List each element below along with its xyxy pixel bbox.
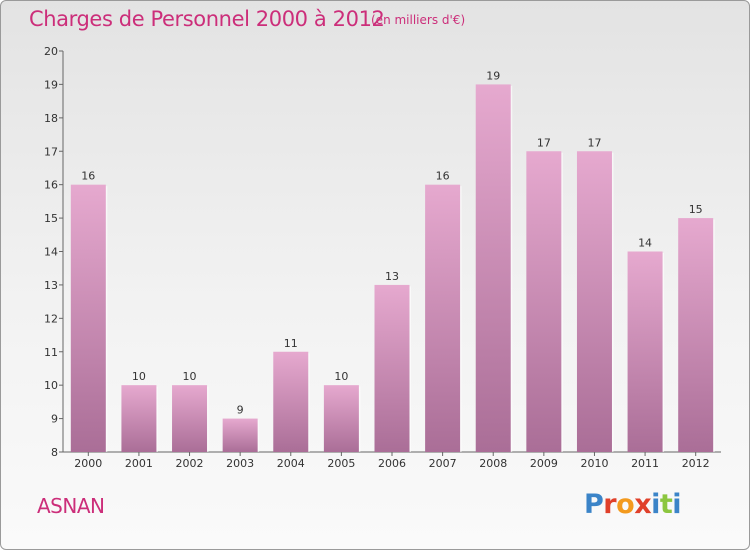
y-tick-label: 13 bbox=[44, 279, 58, 292]
x-tick-label: 2012 bbox=[682, 457, 710, 470]
x-tick-label: 2008 bbox=[479, 457, 507, 470]
brand-letter: i bbox=[651, 489, 660, 520]
brand-logo: Proxiti bbox=[584, 489, 682, 520]
y-tick-label: 17 bbox=[44, 145, 58, 158]
bar-value-label: 11 bbox=[284, 337, 298, 350]
y-tick-label: 16 bbox=[44, 179, 58, 192]
bar bbox=[425, 184, 461, 452]
bar bbox=[627, 251, 663, 452]
brand-letter: r bbox=[603, 489, 617, 520]
bar-value-label: 10 bbox=[183, 370, 197, 383]
y-tick-label: 20 bbox=[44, 45, 58, 58]
bar-value-label: 16 bbox=[436, 170, 450, 183]
bar bbox=[172, 385, 208, 452]
bar bbox=[374, 284, 410, 452]
brand-letter: i bbox=[672, 489, 682, 520]
bar-value-label: 15 bbox=[689, 203, 703, 216]
x-tick-label: 2005 bbox=[327, 457, 355, 470]
bar-value-label: 10 bbox=[132, 370, 146, 383]
chart-title: Charges de Personnel 2000 à 2012 bbox=[29, 7, 385, 31]
bar-value-label: 16 bbox=[81, 170, 95, 183]
bar-value-label: 13 bbox=[385, 270, 399, 283]
y-tick-label: 18 bbox=[44, 112, 58, 125]
bar-value-label: 19 bbox=[486, 69, 500, 82]
y-tick-label: 12 bbox=[44, 312, 58, 325]
x-tick-label: 2010 bbox=[580, 457, 608, 470]
y-tick-label: 15 bbox=[44, 212, 58, 225]
bar bbox=[526, 151, 562, 452]
y-tick-label: 9 bbox=[51, 413, 58, 426]
brand-letter: o bbox=[616, 489, 635, 520]
bar-value-label: 17 bbox=[537, 136, 551, 149]
bar-value-label: 9 bbox=[237, 404, 244, 417]
x-tick-label: 2007 bbox=[429, 457, 457, 470]
brand-letter: t bbox=[659, 489, 673, 520]
bar bbox=[576, 151, 612, 452]
bar bbox=[70, 184, 106, 452]
bar-value-label: 14 bbox=[638, 237, 652, 250]
x-tick-label: 2009 bbox=[530, 457, 558, 470]
bar bbox=[475, 84, 511, 453]
x-tick-label: 2011 bbox=[631, 457, 659, 470]
chart-subtitle: (en milliers d'€) bbox=[371, 13, 466, 27]
x-tick-label: 2001 bbox=[125, 457, 153, 470]
y-tick-label: 8 bbox=[51, 446, 58, 459]
bar bbox=[323, 385, 359, 452]
y-tick-label: 14 bbox=[44, 246, 58, 259]
y-tick-label: 19 bbox=[44, 78, 58, 91]
y-tick-label: 10 bbox=[44, 379, 58, 392]
bar bbox=[121, 385, 157, 452]
bar-value-label: 10 bbox=[334, 370, 348, 383]
bar bbox=[678, 218, 714, 452]
x-tick-label: 2002 bbox=[176, 457, 204, 470]
brand-letter: x bbox=[634, 489, 652, 520]
bar-value-label: 17 bbox=[587, 136, 601, 149]
bar bbox=[273, 351, 309, 452]
x-tick-label: 2003 bbox=[226, 457, 254, 470]
x-tick-label: 2000 bbox=[74, 457, 102, 470]
bar bbox=[222, 418, 258, 452]
y-tick-label: 11 bbox=[44, 346, 58, 359]
brand-letter: P bbox=[584, 489, 604, 520]
x-tick-label: 2006 bbox=[378, 457, 406, 470]
x-tick-label: 2004 bbox=[277, 457, 305, 470]
place-name: ASNAN bbox=[37, 494, 105, 518]
